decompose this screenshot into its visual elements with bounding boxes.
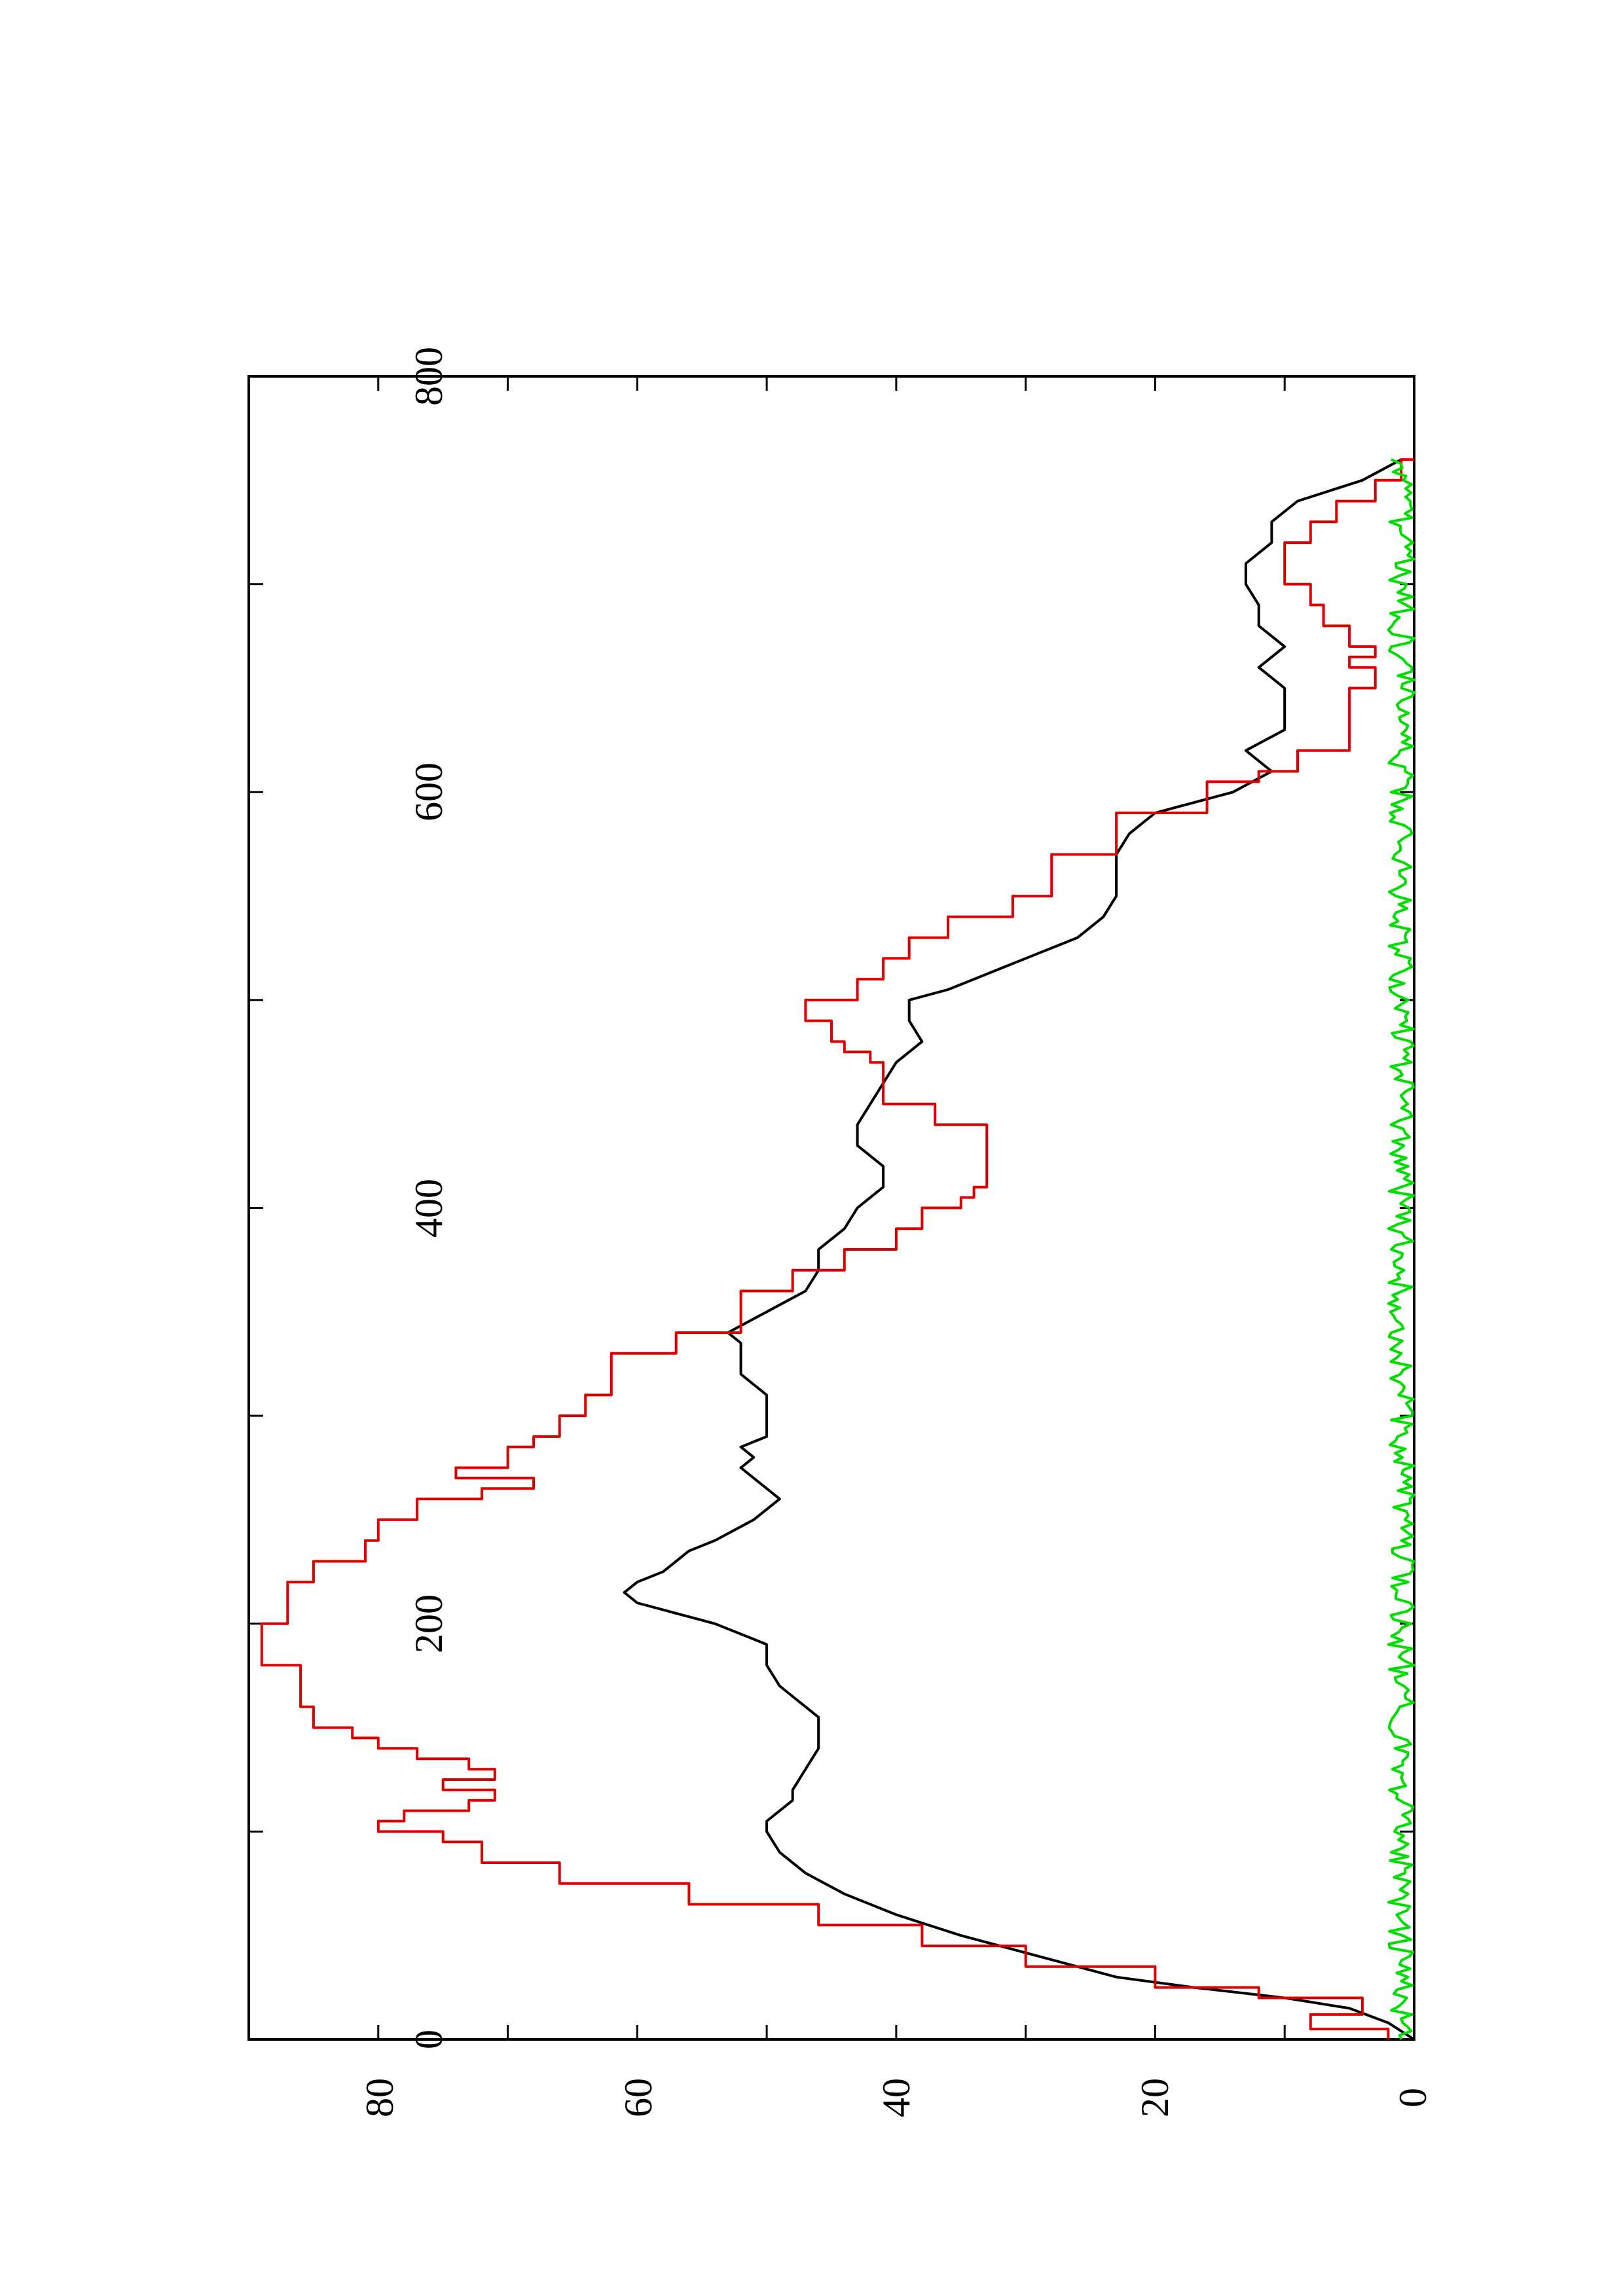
x-tick-label-200: 200 (407, 1594, 450, 1653)
y-tick-label-20: 20 (1133, 2078, 1176, 2117)
series-lines (260, 458, 1415, 2041)
series-step-line (260, 458, 1414, 2039)
y-tick-label-80: 80 (358, 2078, 401, 2117)
y-tick-label-60: 60 (617, 2078, 660, 2117)
x-tick-label-800: 800 (407, 347, 450, 406)
y-tick-label-40: 40 (875, 2078, 918, 2117)
y-tick-label-0: 0 (1391, 2088, 1434, 2108)
tick-labels: 0 200 400 600 800 0 20 40 60 80 (358, 347, 1434, 2117)
x-tick-label-0: 0 (407, 2030, 450, 2049)
series-noise-line (1387, 458, 1415, 2040)
x-tick-label-400: 400 (407, 1179, 450, 1238)
axis-ticks (249, 375, 1415, 2041)
x-tick-label-600: 600 (407, 762, 450, 821)
series-smooth-line (623, 458, 1415, 2041)
